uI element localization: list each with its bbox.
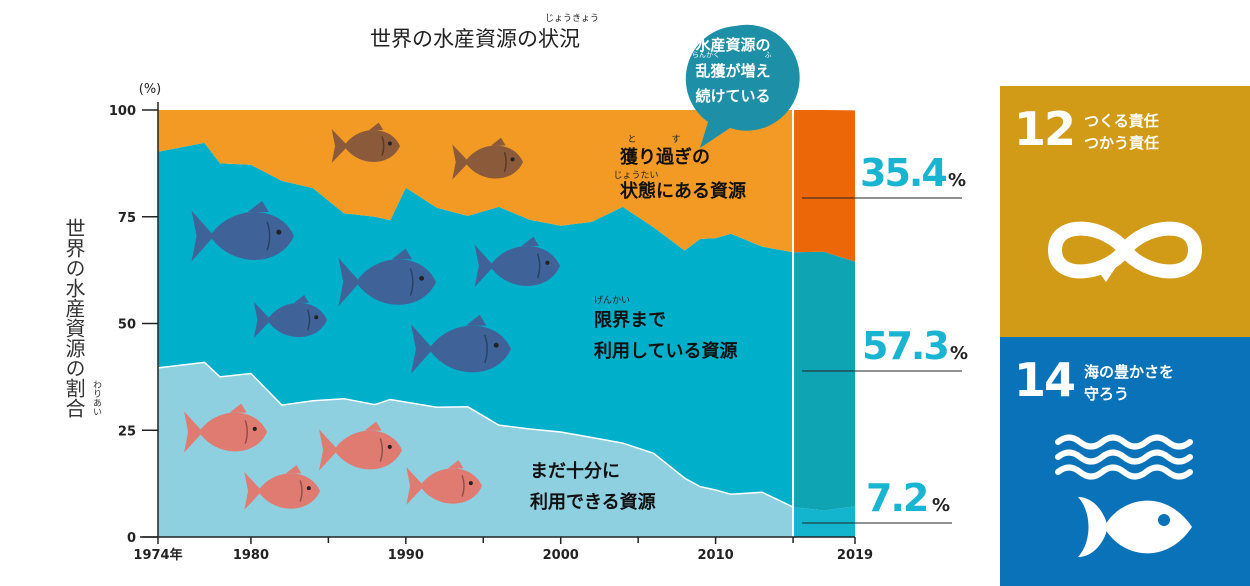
maximal-label-line2: 利用している資源 [594,340,737,362]
value-overfished-number: 35.4 [860,151,946,195]
fish-brown-icon [331,122,400,164]
maximal-ruby: げんかい [594,295,630,306]
fish-blue-icon [410,314,511,374]
sdg14-card: 14 海の豊かさを 守ろう [1000,337,1250,586]
under-label-line1: まだ十分に [530,460,620,482]
value-overfished: 35.4 % [860,151,966,195]
fish-wave-icon [1055,434,1193,557]
callout-ruby-a: らんかく [692,51,720,59]
x-tick-label: 2000 [543,548,579,563]
value-under: 7.2 % [866,476,950,520]
sdg12-title: つくる責任 つかう責任 [1084,110,1234,154]
value-maximal-number: 57.3 [862,324,948,368]
callout-line1: 水産資源の [695,36,770,54]
y-unit: (%) [139,82,162,97]
infinity-arrow-icon [1047,221,1203,282]
y-axis: 0 25 50 75 100 [109,102,159,546]
callout-ruby-b: ふ [765,51,772,59]
sdg12-title-line1: つくる責任 [1084,112,1159,130]
x-tick-label: 2010 [698,548,734,563]
overfished-ruby-a: と [627,134,636,145]
under-label-line2: 利用できる資源 [530,491,656,513]
fish-red-icon [184,403,267,453]
fish-blue-icon [253,294,327,339]
x-tick-label: 1980 [233,548,269,563]
fish-blue-icon [191,200,294,262]
fish-red-icon [406,460,482,505]
sdg14-number: 14 [1014,353,1076,407]
sdg12-title-line2: つかう責任 [1084,134,1160,152]
fish-brown-icon [452,137,523,180]
overfished-label-line2: 状態にある資源 [620,180,746,202]
fish-red-icon [244,465,320,510]
fish-blue-icon [338,248,436,307]
x-tick-label: 2019 [837,548,873,563]
value-overfished-unit: % [948,170,966,191]
value-maximal: 57.3 % [862,324,968,368]
y-tick-label: 100 [109,104,136,119]
overfished-ruby-2: じょうたい [613,170,658,181]
y-tick-label: 25 [118,424,136,439]
x-tick-label: 1974年 [133,547,182,563]
y-tick-label: 75 [118,211,136,226]
maximal-label-line1: 限界まで [594,310,666,331]
y-axis-label-ruby: わりあい [91,380,102,416]
sdg12-number: 12 [1014,102,1076,156]
value-maximal-unit: % [950,343,968,364]
area-maximal-2019 [793,251,855,511]
fish-blue-icon [474,236,560,288]
under-edge-line [157,361,794,508]
fish-red-icon [319,421,402,471]
value-under-unit: % [932,495,950,516]
sdg14-title-line2: 守ろう [1084,385,1130,403]
callout-bubble: らんかく ふ 水産資源の 乱獲が増え 続けている [685,24,800,148]
area-overfished [158,110,793,253]
fish-illustrations [184,122,560,510]
y-tick-label: 50 [118,318,136,333]
sdg14-title: 海の豊かさを 守ろう [1084,361,1234,405]
overfished-label-line1: 獲り過ぎの [620,146,710,168]
y-tick-label: 0 [127,531,136,546]
callout-line3: 続けている [695,87,770,105]
sdg14-title-line1: 海の豊かさを [1084,363,1175,381]
chart-title: 世界の水産資源の状況 [370,27,580,51]
callout-line2: 乱獲が増え [695,62,770,80]
x-axis: 1974年 1980 1990 2000 2010 2019 [133,536,873,563]
overfished-ruby-b: す [671,134,680,145]
area-overfished-2019 [793,110,855,262]
x-tick-label: 1990 [388,548,424,563]
y-axis-label: 世界の水産資源の割合 [62,218,86,418]
value-under-number: 7.2 [866,476,927,520]
chart: 0 25 50 75 100 1974年 1980 1990 2000 2010 2019 世界の… [62,13,968,563]
chart-title-ruby: じょうきょう [545,13,599,24]
sdg12-card: 12 つくる責任 つかう責任 [1000,86,1250,337]
area-under-2019 [793,506,855,537]
